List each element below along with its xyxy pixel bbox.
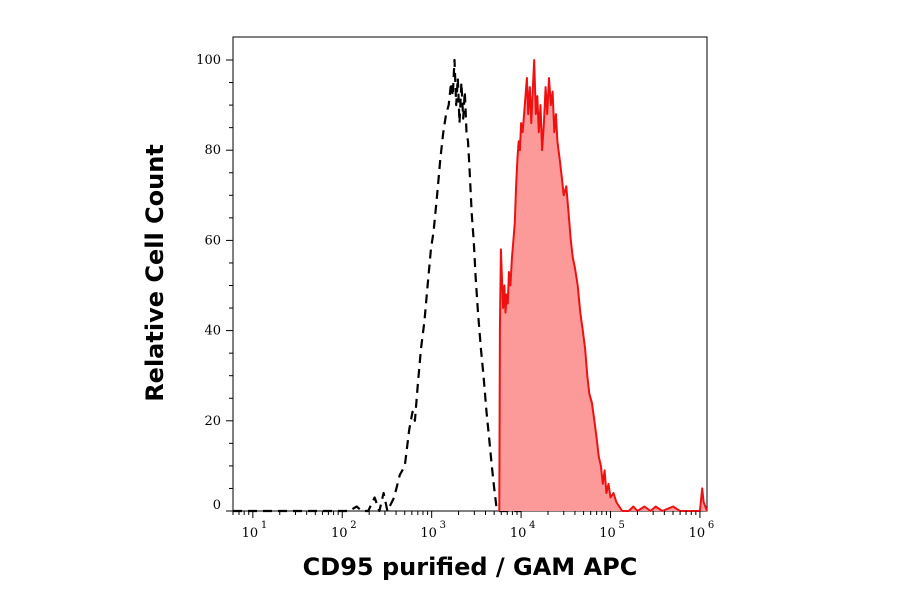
- plot-frame: [232, 36, 708, 512]
- x-tick-exponent: 5: [619, 520, 625, 531]
- y-tick-label: 60: [204, 233, 221, 248]
- series-2-fill: [499, 60, 707, 511]
- y-tick-label: 0: [213, 498, 221, 513]
- y-tick-label: 40: [204, 324, 221, 339]
- x-tick-exponent: 2: [350, 520, 356, 531]
- x-tick-exponent: 4: [529, 520, 535, 531]
- series-layer: [233, 58, 708, 513]
- x-tick-label: 10: [420, 526, 437, 541]
- series-1-line: [233, 58, 522, 513]
- y-tick-label: 80: [204, 143, 221, 158]
- y-tick-label: 100: [196, 53, 221, 68]
- x-tick-exponent: 6: [708, 520, 714, 531]
- x-tick-label: 10: [510, 526, 527, 541]
- y-axis-title: Relative Cell Count: [141, 144, 169, 402]
- series-2-line: [498, 59, 708, 512]
- x-tick-label: 10: [331, 526, 348, 541]
- x-axis-title: CD95 purified / GAM APC: [303, 553, 638, 581]
- x-tick-label: 10: [689, 526, 706, 541]
- y-axis: 0 20 40 60 80 100: [196, 53, 233, 513]
- x-tick-label: 10: [599, 526, 616, 541]
- x-tick-exponent: 1: [261, 520, 267, 531]
- x-tick-exponent: 3: [440, 520, 446, 531]
- x-tick-label: 10: [242, 526, 259, 541]
- y-tick-label: 20: [204, 414, 221, 429]
